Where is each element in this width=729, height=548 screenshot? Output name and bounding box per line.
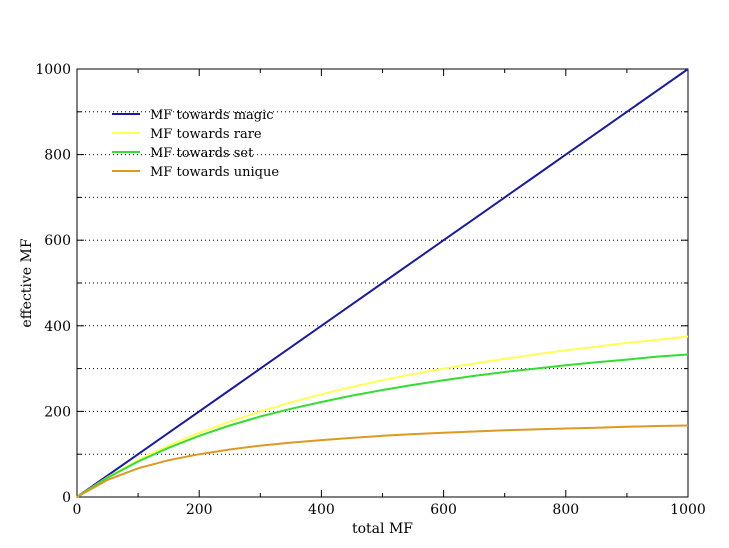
legend-label: MF towards unique xyxy=(150,165,279,180)
y-tick-label: 0 xyxy=(62,490,71,506)
y-axis-label: effective MF xyxy=(19,238,35,327)
legend-label: MF towards rare xyxy=(150,127,262,142)
y-tick-label: 800 xyxy=(44,148,71,164)
legend-label: MF towards magic xyxy=(150,108,274,123)
x-tick-label: 0 xyxy=(73,502,82,518)
legend-label: MF towards set xyxy=(150,146,254,161)
y-tick-label: 200 xyxy=(44,404,71,420)
series-line xyxy=(76,424,689,498)
series-line xyxy=(76,353,689,498)
axis-ticks: 0 200 400 600 800 1000 0 200 400 600 800 1000 xyxy=(35,62,705,518)
series-line xyxy=(76,68,689,498)
legend: MF towards magic MF towards rare MF toward… xyxy=(112,108,279,180)
y-tick-label: 1000 xyxy=(35,62,71,78)
y-tick-label: 600 xyxy=(44,233,71,249)
x-tick-label: 800 xyxy=(552,502,579,518)
series-lines xyxy=(76,68,689,498)
x-tick-label: 200 xyxy=(186,502,213,518)
series-line xyxy=(76,335,689,498)
x-axis-label: total MF xyxy=(352,521,413,537)
x-tick-label: 1000 xyxy=(670,502,706,518)
x-tick-label: 600 xyxy=(430,502,457,518)
y-tick-label: 400 xyxy=(44,319,71,335)
x-tick-label: 400 xyxy=(308,502,335,518)
